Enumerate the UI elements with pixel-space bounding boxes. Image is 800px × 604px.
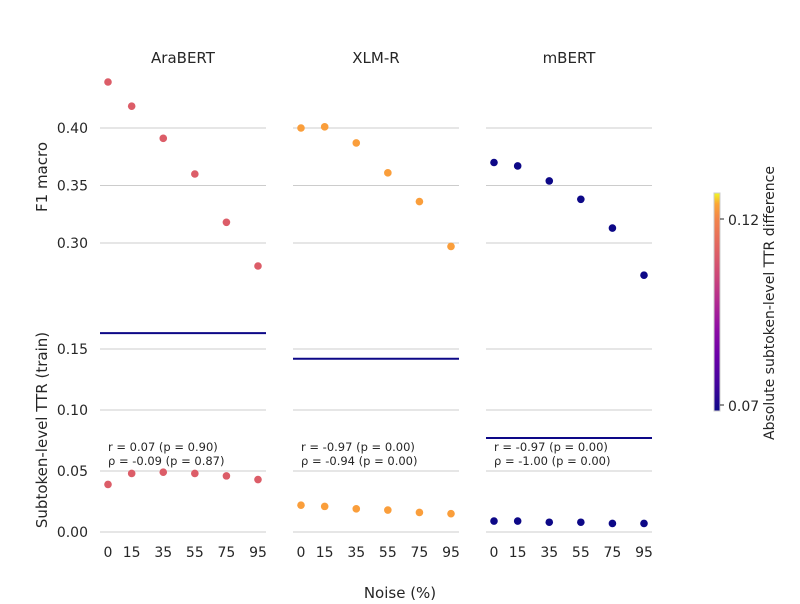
- x-tick-label: 75: [218, 545, 236, 561]
- correlation-annotation-rho: ρ = -1.00 (p = 0.00): [494, 454, 610, 468]
- bottom-y-tick-label: 0.10: [57, 403, 88, 419]
- panel-title: XLM-R: [352, 49, 399, 67]
- x-tick-label: 95: [249, 545, 267, 561]
- colorbar-tick-012: 0.12: [728, 213, 759, 229]
- bottom-y-tick-label: 0.00: [57, 525, 88, 541]
- ttr-point: [513, 517, 522, 525]
- ttr-point: [159, 468, 168, 477]
- f1-point: [608, 224, 617, 232]
- x-tick-label: 15: [316, 545, 334, 561]
- top-y-tick-label: 0.35: [57, 179, 88, 195]
- correlation-annotation-r: r = 0.07 (p = 0.90): [108, 440, 218, 454]
- f1-point: [513, 162, 522, 170]
- ttr-point: [384, 506, 392, 514]
- x-tick-label: 75: [604, 545, 622, 561]
- x-tick-label: 55: [186, 545, 204, 561]
- f1-point: [545, 177, 554, 185]
- colorbar-label: Absolute subtoken-level TTR difference: [762, 166, 778, 440]
- plot-layer: 0.30 0.35 0.40 0.00 0.05 0.10 0.15 AraBERT 0 15 35…: [57, 49, 653, 561]
- ttr-point: [191, 469, 199, 478]
- ttr-point: [127, 469, 136, 478]
- ttr-point: [640, 519, 648, 528]
- bottom-y-tick-label: 0.05: [57, 464, 88, 480]
- ttr-point: [222, 472, 231, 480]
- f1-point: [577, 195, 585, 204]
- f1-point: [297, 124, 305, 132]
- ttr-point: [545, 518, 554, 527]
- correlation-annotation-r: r = -0.97 (p = 0.00): [494, 440, 608, 454]
- ttr-point: [577, 518, 585, 527]
- f1-point: [191, 170, 199, 178]
- panel-title: mBERT: [543, 49, 597, 67]
- f1-point: [490, 158, 498, 167]
- ttr-point: [447, 509, 455, 518]
- colorbar-tick-007: 0.07: [728, 399, 759, 415]
- bottom-y-tick-label: 0.15: [57, 342, 88, 358]
- f1-point: [640, 271, 648, 280]
- f1-point: [447, 242, 455, 251]
- x-tick-label: 35: [540, 545, 558, 561]
- f1-point: [384, 169, 392, 177]
- top-y-tick-label: 0.30: [57, 236, 88, 252]
- x-tick-label: 55: [572, 545, 590, 561]
- x-axis-label: Noise (%): [364, 584, 436, 600]
- f1-point: [320, 123, 329, 131]
- f1-point: [127, 102, 136, 110]
- correlation-annotation-rho: ρ = -0.09 (p = 0.87): [108, 454, 224, 468]
- ttr-point: [352, 505, 361, 513]
- ttr-point: [490, 517, 498, 525]
- x-tick-label: 95: [442, 545, 460, 561]
- colorbar: [713, 192, 721, 412]
- x-tick-label: 15: [509, 545, 527, 561]
- ttr-point: [254, 475, 262, 484]
- top-y-tick-label: 0.40: [57, 121, 88, 137]
- x-tick-label: 15: [123, 545, 141, 561]
- f1-point: [415, 197, 424, 206]
- x-tick-label: 75: [411, 545, 429, 561]
- x-tick-label: 0: [104, 545, 113, 561]
- correlation-annotation-r: r = -0.97 (p = 0.00): [301, 440, 415, 454]
- x-tick-label: 35: [154, 545, 172, 561]
- panel-title: AraBERT: [151, 49, 216, 67]
- ttr-point: [415, 508, 424, 517]
- ttr-point: [297, 501, 305, 509]
- ttr-point: [320, 502, 329, 511]
- f1-point: [159, 134, 168, 143]
- ttr-point: [608, 519, 617, 528]
- correlation-annotation-rho: ρ = -0.94 (p = 0.00): [301, 454, 417, 468]
- bottom-y-axis-label: Subtoken-level TTR (train): [33, 332, 51, 528]
- x-tick-label: 0: [490, 545, 499, 561]
- f1-point: [352, 139, 361, 147]
- x-tick-label: 55: [379, 545, 397, 561]
- f1-point: [104, 78, 112, 86]
- ttr-point: [104, 480, 112, 489]
- top-y-axis-label: F1 macro: [33, 142, 51, 212]
- x-tick-label: 95: [635, 545, 653, 561]
- x-tick-label: 0: [297, 545, 306, 561]
- f1-point: [222, 218, 231, 227]
- f1-point: [254, 262, 262, 270]
- x-tick-label: 35: [347, 545, 365, 561]
